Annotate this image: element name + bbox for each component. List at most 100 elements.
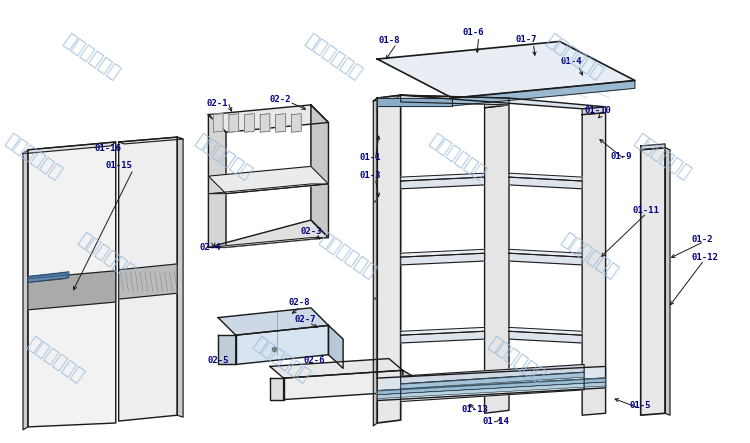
Text: 01-4: 01-4 <box>561 58 582 66</box>
Text: 郑家喜的博客: 郑家喜的博客 <box>60 31 123 83</box>
Text: 01-13: 01-13 <box>461 405 488 414</box>
Text: 01-11: 01-11 <box>633 206 660 215</box>
Polygon shape <box>209 105 328 132</box>
Polygon shape <box>484 98 509 108</box>
Polygon shape <box>28 142 116 427</box>
Polygon shape <box>452 81 634 106</box>
Text: 02-5: 02-5 <box>208 356 229 365</box>
Text: 01-14: 01-14 <box>483 416 509 426</box>
Polygon shape <box>23 142 116 154</box>
Text: 02-4: 02-4 <box>200 243 221 252</box>
Text: 02-1: 02-1 <box>206 99 228 109</box>
Text: 郑家喜的博客: 郑家喜的博客 <box>191 131 255 183</box>
Text: 02-2: 02-2 <box>270 94 292 104</box>
Text: 郑家喜的博客: 郑家喜的博客 <box>426 131 489 183</box>
Polygon shape <box>23 150 28 430</box>
Text: 01-16: 01-16 <box>94 144 122 153</box>
Polygon shape <box>377 98 452 106</box>
Text: 02-6: 02-6 <box>303 356 325 365</box>
Polygon shape <box>582 107 605 115</box>
Polygon shape <box>28 271 116 310</box>
Polygon shape <box>377 378 605 395</box>
Text: 郑家喜的博客: 郑家喜的博客 <box>23 334 86 386</box>
Polygon shape <box>118 137 183 144</box>
Polygon shape <box>509 331 582 343</box>
Polygon shape <box>484 105 509 413</box>
Text: 01-5: 01-5 <box>629 401 650 410</box>
Text: 01-3: 01-3 <box>360 171 381 180</box>
Polygon shape <box>270 358 403 378</box>
Polygon shape <box>400 253 484 265</box>
Polygon shape <box>209 115 226 247</box>
Text: 02-8: 02-8 <box>289 299 310 307</box>
Text: 01-10: 01-10 <box>584 106 611 115</box>
Polygon shape <box>509 173 582 181</box>
Polygon shape <box>509 253 582 265</box>
Polygon shape <box>244 114 254 132</box>
Polygon shape <box>400 331 484 343</box>
Text: 01-2: 01-2 <box>692 235 713 244</box>
Polygon shape <box>209 184 328 194</box>
Text: 01-15: 01-15 <box>106 161 133 170</box>
Polygon shape <box>400 173 484 181</box>
Polygon shape <box>377 366 605 391</box>
Text: 01-12: 01-12 <box>692 253 718 262</box>
Polygon shape <box>177 137 183 417</box>
Polygon shape <box>260 114 270 132</box>
Text: 郑家喜的博客: 郑家喜的博客 <box>631 131 694 183</box>
Text: 郑家喜的博客: 郑家喜的博客 <box>316 230 379 282</box>
Polygon shape <box>28 273 67 283</box>
Polygon shape <box>509 327 582 335</box>
Polygon shape <box>292 114 302 132</box>
Text: 01-7: 01-7 <box>516 35 537 44</box>
Text: 郑家喜的博客: 郑家喜的博客 <box>2 131 64 183</box>
Polygon shape <box>509 177 582 189</box>
Polygon shape <box>377 42 634 98</box>
Polygon shape <box>400 249 484 257</box>
Text: 02-3: 02-3 <box>300 227 322 236</box>
Text: 郑家喜的博客: 郑家喜的博客 <box>484 334 548 386</box>
Text: 02-7: 02-7 <box>294 315 316 324</box>
Polygon shape <box>270 378 284 400</box>
Polygon shape <box>118 264 177 299</box>
Text: 01-8: 01-8 <box>378 36 400 45</box>
Polygon shape <box>28 272 69 283</box>
Polygon shape <box>218 335 236 365</box>
Polygon shape <box>400 95 605 109</box>
Polygon shape <box>400 372 584 401</box>
Polygon shape <box>377 378 605 400</box>
Polygon shape <box>236 326 328 365</box>
Text: 01-9: 01-9 <box>610 152 632 161</box>
Polygon shape <box>218 308 328 335</box>
Polygon shape <box>665 148 670 415</box>
Polygon shape <box>209 167 328 194</box>
Polygon shape <box>209 237 328 247</box>
Polygon shape <box>311 105 328 237</box>
Polygon shape <box>284 370 403 400</box>
Text: 01-1: 01-1 <box>360 153 381 162</box>
Polygon shape <box>328 326 343 369</box>
Polygon shape <box>118 137 177 421</box>
Polygon shape <box>400 177 484 189</box>
Polygon shape <box>403 370 416 400</box>
Text: 郑家喜的博客: 郑家喜的博客 <box>302 31 364 83</box>
Polygon shape <box>377 95 400 423</box>
Polygon shape <box>640 144 665 150</box>
Text: 郑家喜的博客: 郑家喜的博客 <box>74 230 137 282</box>
Polygon shape <box>229 114 238 132</box>
Polygon shape <box>374 95 400 101</box>
Polygon shape <box>640 148 665 415</box>
Polygon shape <box>582 113 605 415</box>
Polygon shape <box>276 114 286 132</box>
Polygon shape <box>400 365 584 384</box>
Text: 01-6: 01-6 <box>462 28 484 37</box>
Text: 郑家喜的博客: 郑家喜的博客 <box>557 230 620 282</box>
Polygon shape <box>400 327 484 335</box>
Polygon shape <box>377 382 605 399</box>
Text: 郑家喜的博客: 郑家喜的博客 <box>543 31 606 83</box>
Polygon shape <box>374 98 377 426</box>
Polygon shape <box>400 372 584 389</box>
Text: 郑家喜的博客: 郑家喜的博客 <box>250 334 314 386</box>
Polygon shape <box>509 249 582 257</box>
Polygon shape <box>213 114 223 132</box>
